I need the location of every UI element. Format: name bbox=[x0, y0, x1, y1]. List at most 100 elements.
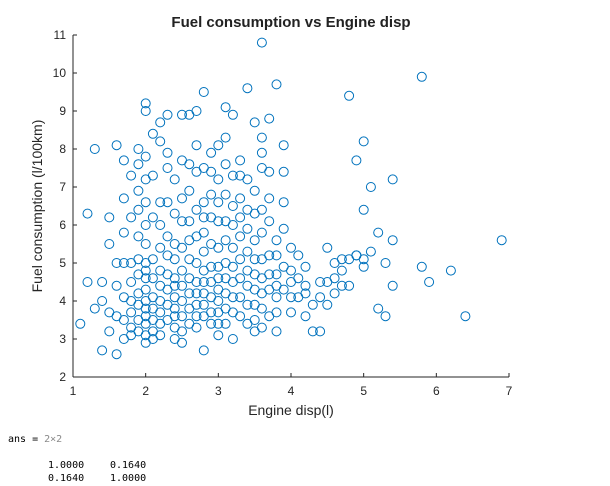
data-point bbox=[271, 292, 282, 303]
data-point bbox=[162, 231, 173, 242]
data-point bbox=[75, 318, 86, 329]
data-point bbox=[177, 193, 187, 204]
data-point bbox=[126, 307, 137, 318]
data-points bbox=[75, 37, 507, 360]
data-point bbox=[271, 79, 282, 90]
data-point bbox=[191, 277, 202, 287]
data-point bbox=[249, 254, 260, 265]
matrix-row: 0.1640 1.0000 bbox=[8, 472, 598, 485]
matrix-cell: 1.0000 bbox=[48, 460, 85, 471]
data-point bbox=[140, 197, 151, 208]
axes bbox=[72, 35, 509, 378]
data-point bbox=[82, 277, 93, 287]
data-point bbox=[300, 261, 311, 272]
matrix-row: 1.0000 0.1640 bbox=[8, 459, 598, 472]
data-point bbox=[227, 334, 238, 344]
data-point bbox=[169, 174, 180, 185]
data-point bbox=[227, 170, 238, 181]
data-point bbox=[111, 140, 122, 151]
data-point bbox=[286, 307, 296, 318]
data-point bbox=[315, 292, 326, 303]
data-point bbox=[82, 208, 93, 219]
data-point bbox=[220, 102, 231, 113]
data-point bbox=[358, 261, 369, 272]
data-point bbox=[111, 280, 122, 291]
data-point bbox=[249, 117, 260, 128]
data-point bbox=[300, 280, 311, 291]
data-point bbox=[133, 204, 144, 215]
data-point bbox=[387, 235, 398, 246]
data-point bbox=[198, 227, 209, 238]
data-point bbox=[213, 330, 224, 341]
data-point bbox=[256, 37, 267, 48]
x-axis-label: Engine disp(l) bbox=[248, 402, 334, 418]
data-point bbox=[198, 87, 209, 97]
chart-title: Fuel consumption vs Engine disp bbox=[171, 14, 410, 31]
data-point bbox=[235, 231, 246, 242]
data-point bbox=[235, 292, 246, 303]
data-point bbox=[206, 318, 217, 329]
data-point bbox=[256, 303, 267, 314]
data-point bbox=[235, 212, 246, 223]
data-point bbox=[140, 273, 151, 284]
y-tick-label: 7 bbox=[59, 180, 66, 194]
y-tick-label: 11 bbox=[54, 28, 67, 42]
data-point bbox=[97, 296, 108, 306]
data-point bbox=[278, 197, 289, 208]
data-point bbox=[191, 299, 202, 310]
data-point bbox=[89, 144, 100, 154]
data-point bbox=[169, 303, 180, 314]
matrix-cell: 1.0000 bbox=[110, 473, 147, 484]
data-point bbox=[213, 318, 224, 329]
data-point bbox=[271, 250, 282, 261]
data-point bbox=[184, 159, 195, 170]
data-point bbox=[264, 166, 275, 177]
data-point bbox=[264, 250, 275, 261]
data-point bbox=[169, 208, 180, 219]
data-point bbox=[220, 318, 231, 329]
data-point bbox=[140, 284, 151, 295]
data-point bbox=[213, 216, 224, 227]
data-point bbox=[271, 307, 282, 318]
y-tick-label: 2 bbox=[59, 370, 66, 384]
x-tick-label: 7 bbox=[506, 384, 513, 398]
data-point bbox=[206, 147, 217, 158]
data-point bbox=[227, 242, 238, 253]
data-point bbox=[380, 258, 391, 268]
data-point bbox=[213, 140, 224, 151]
y-tick-label: 10 bbox=[53, 66, 67, 80]
data-point bbox=[147, 273, 158, 284]
data-point bbox=[344, 280, 355, 291]
x-axis-ticks: 1 2 3 4 5 6 7 bbox=[70, 373, 513, 398]
data-point bbox=[118, 258, 129, 268]
data-point bbox=[118, 315, 129, 325]
x-tick-label: 3 bbox=[215, 384, 222, 398]
data-point bbox=[336, 265, 347, 276]
data-point bbox=[191, 258, 202, 268]
y-tick-label: 4 bbox=[59, 294, 66, 308]
data-point bbox=[242, 83, 253, 94]
data-point bbox=[126, 277, 137, 287]
y-tick-label: 5 bbox=[59, 256, 66, 270]
data-point bbox=[206, 261, 217, 272]
data-point bbox=[191, 322, 202, 333]
data-point bbox=[140, 151, 151, 162]
x-tick-label: 2 bbox=[142, 384, 149, 398]
data-point bbox=[198, 197, 209, 208]
command-window-output: ans = 2×2 1.0000 0.1640 0.1640 1.0000 bbox=[8, 433, 598, 485]
data-point bbox=[235, 273, 246, 284]
data-point bbox=[104, 326, 115, 337]
data-point bbox=[118, 193, 129, 204]
data-point bbox=[162, 109, 173, 120]
data-point bbox=[140, 220, 151, 230]
data-point bbox=[235, 155, 246, 166]
data-point bbox=[140, 239, 151, 249]
data-point bbox=[293, 273, 304, 284]
data-point bbox=[118, 155, 129, 166]
data-point bbox=[235, 311, 246, 322]
data-point bbox=[213, 197, 224, 208]
data-point bbox=[242, 246, 253, 257]
data-point bbox=[293, 250, 304, 261]
